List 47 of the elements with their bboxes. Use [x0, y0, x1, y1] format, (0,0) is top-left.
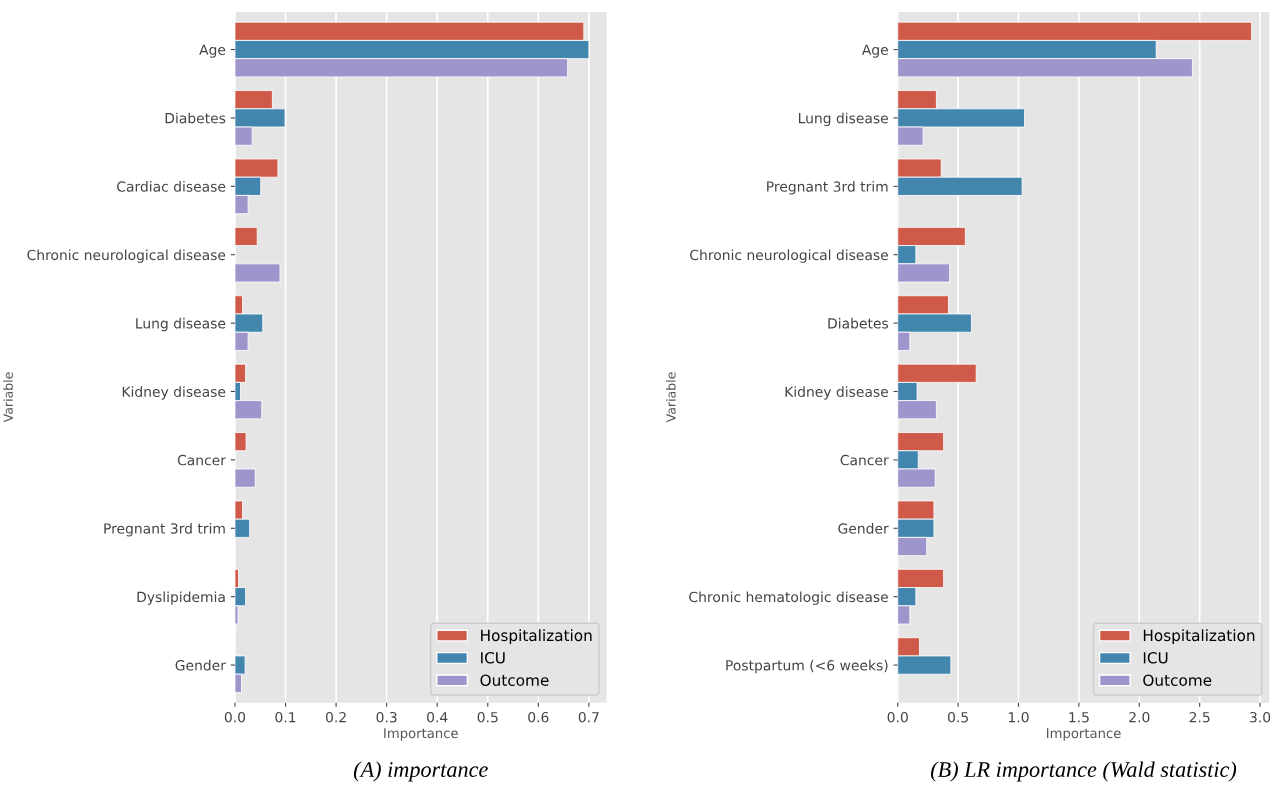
y-tick-label: Pregnant 3rd trim: [104, 523, 225, 537]
x-tick-label: 0.0: [224, 711, 246, 723]
x-tick-label: 0.2: [325, 711, 346, 723]
x-tick-label: 0.5: [947, 711, 968, 723]
y-tick-label: Diabetes: [828, 317, 889, 329]
y-tick-label: Lung disease: [798, 112, 888, 127]
y-tick-label: Chronic neurological disease: [690, 249, 888, 263]
legend-label: Hospitalization: [481, 629, 592, 645]
x-axis-title: Importance: [1047, 728, 1121, 741]
x-tick-label: 0.4: [427, 711, 448, 723]
y-tick-label: Cancer: [177, 454, 226, 466]
y-axis-title: Variable: [3, 372, 13, 423]
x-tick-label: 2.5: [1189, 711, 1210, 723]
y-tick-label: Postpartum (<6 weeks): [726, 659, 888, 674]
y-tick-label: Pregnant 3rd trim: [767, 181, 888, 195]
legend-label: ICU: [481, 652, 505, 664]
x-tick-label: 0.6: [528, 711, 549, 723]
y-tick-label: Chronic neurological disease: [27, 249, 226, 263]
y-tick-label: Dyslipidemia: [137, 591, 225, 605]
x-tick-label: 0.5: [477, 711, 498, 723]
x-tick-label: 1.0: [1008, 711, 1029, 723]
text: (B) LR importance (Wald statistic): [931, 761, 1237, 782]
x-tick-label: 3.0: [1250, 711, 1271, 723]
x-tick-label: 0.3: [376, 711, 397, 723]
x-tick-label: 0.1: [275, 711, 296, 723]
x-tick-label: 1.5: [1069, 712, 1089, 723]
legend-label: Hospitalization: [1143, 629, 1255, 645]
y-tick-label: Gender: [175, 659, 226, 671]
y-tick-label: Diabetes: [165, 112, 226, 124]
y-tick-label: Lung disease: [136, 317, 226, 332]
y-tick-label: Gender: [838, 523, 889, 534]
y-axis-title: Variable: [665, 372, 676, 423]
x-tick-label: 0.0: [887, 711, 908, 723]
x-tick-label: 2.0: [1129, 711, 1150, 723]
legend-label: Outcome: [1143, 674, 1212, 686]
y-tick-label: Age: [199, 44, 226, 58]
x-tick-label: 0.7: [578, 711, 599, 723]
legend-label: ICU: [1143, 652, 1168, 664]
x-axis-title: Importance: [384, 728, 458, 741]
y-tick-label: Cardiac disease: [117, 181, 226, 192]
y-tick-label: Chronic hematologic disease: [689, 591, 888, 605]
y-tick-label: Kidney disease: [122, 386, 226, 400]
y-tick-label: Cancer: [840, 454, 889, 466]
text: (A) importance: [353, 761, 488, 782]
y-tick-label: Age: [861, 44, 888, 58]
legend-label: Outcome: [480, 674, 549, 686]
y-tick-label: Kidney disease: [785, 386, 888, 400]
